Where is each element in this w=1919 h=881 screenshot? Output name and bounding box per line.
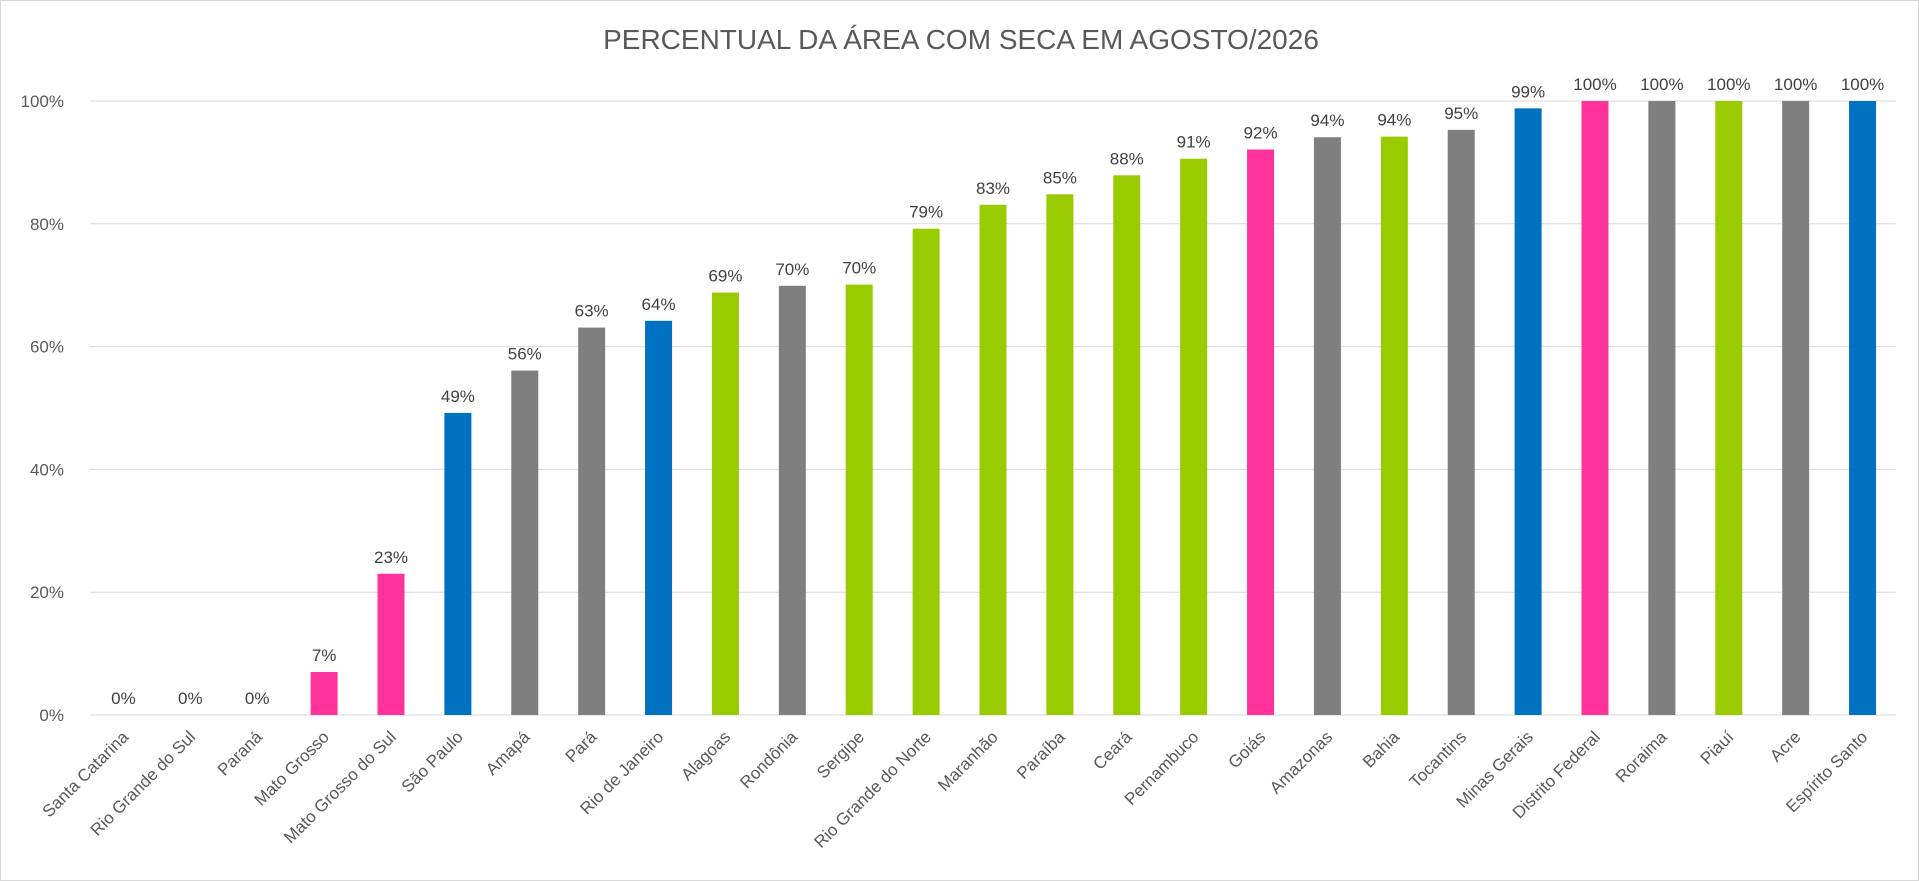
category-label: Paraná bbox=[214, 727, 267, 780]
bar bbox=[444, 412, 472, 715]
data-label: 23% bbox=[374, 548, 408, 567]
bar bbox=[1782, 101, 1810, 715]
bar bbox=[1447, 129, 1475, 715]
bar bbox=[578, 327, 606, 715]
category-label: Amapá bbox=[482, 727, 534, 779]
category-label: Bahia bbox=[1359, 727, 1404, 772]
category-label: Maranhão bbox=[934, 727, 1002, 795]
data-label: 56% bbox=[508, 345, 542, 364]
category-label: Rondônia bbox=[736, 727, 801, 792]
bar bbox=[979, 204, 1007, 716]
y-tick-label: 20% bbox=[30, 583, 64, 602]
data-label: 94% bbox=[1377, 111, 1411, 130]
data-label: 94% bbox=[1310, 111, 1344, 130]
bar bbox=[1648, 101, 1676, 715]
data-labels: 0% 0% 0% 7% 23% 49% 56% 63% 64% 69% 70% 70% 79% 83% 85… bbox=[111, 75, 1884, 708]
data-label: 92% bbox=[1244, 124, 1278, 143]
bars bbox=[310, 101, 1877, 716]
category-label: Acre bbox=[1766, 727, 1804, 765]
data-label: 7% bbox=[312, 646, 337, 665]
bar bbox=[377, 573, 405, 715]
bar bbox=[1113, 175, 1141, 715]
data-label: 70% bbox=[775, 260, 809, 279]
category-label: Paraíba bbox=[1013, 727, 1069, 783]
bar bbox=[1514, 108, 1542, 716]
bar bbox=[1247, 149, 1275, 716]
category-label: Roraima bbox=[1612, 727, 1671, 786]
data-label: 69% bbox=[708, 267, 742, 286]
bar bbox=[1046, 194, 1074, 715]
data-label: 99% bbox=[1511, 82, 1545, 101]
data-label: 63% bbox=[575, 302, 609, 321]
data-label: 95% bbox=[1444, 104, 1478, 123]
data-label: 100% bbox=[1707, 75, 1750, 94]
y-tick-label: 80% bbox=[30, 215, 64, 234]
category-label: Rio Grande do Norte bbox=[811, 727, 935, 851]
category-label: Ceará bbox=[1089, 727, 1136, 774]
category-label: Sergipe bbox=[813, 727, 868, 782]
bar bbox=[310, 672, 338, 715]
y-tick-label: 60% bbox=[30, 338, 64, 357]
bar bbox=[1849, 101, 1877, 715]
data-label: 85% bbox=[1043, 168, 1077, 187]
y-tick-label: 100% bbox=[21, 92, 64, 111]
category-label: Amazonas bbox=[1266, 727, 1336, 797]
y-tick-label: 0% bbox=[39, 706, 64, 725]
bar bbox=[645, 320, 673, 715]
bar bbox=[778, 285, 806, 715]
data-label: 83% bbox=[976, 179, 1010, 198]
bar bbox=[1313, 137, 1341, 715]
data-label: 64% bbox=[642, 295, 676, 314]
data-label: 100% bbox=[1774, 75, 1817, 94]
category-label: Pará bbox=[562, 727, 601, 766]
bar bbox=[1715, 101, 1743, 715]
category-label: Mato Grosso do Sul bbox=[280, 727, 400, 847]
bar bbox=[912, 228, 940, 715]
data-label: 49% bbox=[441, 387, 475, 406]
chart-title: PERCENTUAL DA ÁREA COM SECA EM AGOSTO/20… bbox=[603, 24, 1319, 55]
bar bbox=[1380, 136, 1408, 715]
bar bbox=[845, 284, 873, 715]
data-label: 0% bbox=[245, 689, 270, 708]
category-label: Tocantins bbox=[1406, 727, 1470, 791]
category-label: Piauí bbox=[1697, 727, 1738, 768]
data-label: 100% bbox=[1573, 75, 1616, 94]
category-label: Goiás bbox=[1225, 727, 1270, 772]
category-label: São Paulo bbox=[398, 727, 467, 796]
y-tick-label: 40% bbox=[30, 460, 64, 479]
bar bbox=[1180, 158, 1208, 715]
y-axis-ticks: 0% 20% 40% 60% 80% 100% bbox=[21, 92, 64, 725]
data-label: 0% bbox=[178, 689, 203, 708]
data-label: 100% bbox=[1640, 75, 1683, 94]
data-label: 91% bbox=[1177, 133, 1211, 152]
category-label: Alagoas bbox=[677, 727, 734, 784]
data-label: 70% bbox=[842, 259, 876, 278]
data-label: 88% bbox=[1110, 149, 1144, 168]
bar bbox=[1581, 101, 1609, 715]
data-label: 100% bbox=[1841, 75, 1884, 94]
bar bbox=[511, 370, 539, 715]
data-label: 79% bbox=[909, 203, 943, 222]
bar bbox=[711, 292, 739, 715]
data-label: 0% bbox=[111, 689, 136, 708]
